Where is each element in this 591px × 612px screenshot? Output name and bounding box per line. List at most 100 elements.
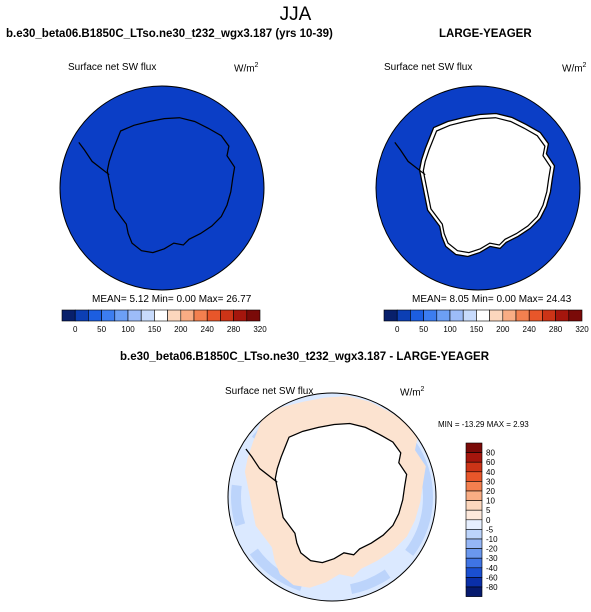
season-title: JJA [279,4,312,25]
diff-colorbar-tick: 5 [486,506,491,515]
ref-colorbar-box [410,309,424,322]
ref-colorbar: 0 50 100 150 200 240 280 320 [383,309,589,334]
ref-colorbar-box [436,309,451,322]
ref-colorbar-box [462,309,477,322]
ref-title: LARGE-YEAGER [439,28,532,40]
ref-colorbar-tick: 200 [496,325,510,334]
diff-colorbar-tick: 30 [486,477,495,486]
diff-colorbar-box [465,509,483,521]
case-colorbar-tick: 240 [201,325,215,334]
diff-colorbar-box [465,567,483,578]
ref-colorbar-tick: 320 [575,325,589,334]
diff-variable-label: Surface net SW flux [225,386,314,397]
ref-colorbar-box [423,309,438,322]
diff-colorbar-box [465,538,483,549]
diff-title: b.e30_beta06.B1850C_LTso.ne30_t232_wgx3.… [120,351,490,363]
ref-colorbar-tick: 150 [470,325,484,334]
case-colorbar-box [140,309,155,322]
case-stats: MEAN= 5.12 Min= 0.00 Max= 26.77 [92,294,252,305]
diff-colorbar-tick: -10 [486,535,498,544]
diff-colorbar-box [465,452,483,463]
case-colorbar-tick: 0 [73,325,78,334]
diff-colorbar-tick: -80 [486,583,498,592]
diff-colorbar-tick: 10 [486,497,495,506]
diff-polar-map [227,392,437,602]
diff-colorbar-box [465,577,483,588]
ref-colorbar-box [555,309,570,322]
case-colorbar-box [220,309,234,322]
ref-colorbar-box [568,309,583,322]
case-colorbar-box [114,309,129,322]
ref-variable-label: Surface net SW flux [384,62,473,73]
case-colorbar-box [233,309,248,322]
ref-colorbar-box [489,309,504,322]
diff-colorbar-box [465,471,483,482]
ref-polar-map [375,85,581,291]
diff-units-label: W/m2 [400,386,425,399]
ref-colorbar-box [515,309,530,322]
ref-colorbar-tick: 240 [523,325,537,334]
diff-colorbar-box [465,442,483,453]
case-colorbar-box [206,309,221,322]
diff-map-border [227,392,437,602]
ref-colorbar-box [449,309,464,322]
case-colorbar-tick: 280 [227,325,241,334]
diff-colorbar-box [465,490,483,501]
diff-negative-band [231,398,433,596]
diff-colorbar-box [465,548,483,559]
case-colorbar-box [246,309,261,322]
case-colorbar-box [180,309,195,322]
case-peninsula [78,142,110,176]
case-colorbar-box [127,309,142,322]
diff-colorbar-tick: 60 [486,458,495,467]
ref-peninsula [394,142,426,176]
case-colorbar-box [193,309,208,322]
diff-colorbar-box [465,529,483,540]
case-colorbar-tick: 100 [121,325,135,334]
diff-colorbar-tick: -40 [486,564,498,573]
case-colorbar-box [101,309,116,322]
diff-peninsula [245,448,278,483]
case-title: b.e30_beta06.B1850C_LTso.ne30_t232_wgx3.… [6,28,333,40]
diff-colorbar-tick: -5 [486,525,494,534]
diff-colorbar-box [465,519,483,530]
case-units-label: W/m2 [234,62,259,75]
case-colorbar-box [167,309,182,322]
case-variable-label: Surface net SW flux [68,62,157,73]
case-colorbar-box [88,309,102,322]
case-colorbar-box [61,309,76,322]
diff-colorbar-box [465,500,483,511]
case-colorbar-box [74,309,89,322]
ref-colorbar-tick: 280 [549,325,563,334]
diff-colorbar-tick: 40 [486,468,495,477]
ref-colorbar-box [383,309,398,322]
case-polar-map [59,85,265,291]
ref-colorbar-tick: 50 [419,325,428,334]
ref-colorbar-box [396,309,411,322]
diff-colorbar-tick: -30 [486,554,498,563]
diff-stats: MIN = -13.29 MAX = 2.93 [438,420,529,429]
diff-colorbar-box [465,481,483,492]
diff-colorbar-tick: 80 [486,449,495,458]
case-colorbar-box [154,309,168,322]
case-colorbar-tick: 150 [148,325,162,334]
case-colorbar-tick: 320 [253,325,267,334]
case-colorbar-tick: 50 [97,325,106,334]
case-colorbar-tick: 200 [174,325,188,334]
case-colorbar: 0 50 100 150 200 240 280 320 [61,309,267,334]
ref-units-label: W/m2 [562,62,587,75]
diff-colorbar-box [465,586,483,597]
ref-colorbar-tick: 0 [395,325,400,334]
ref-colorbar-box [528,309,543,322]
ref-colorbar-box [542,309,556,322]
ref-colorbar-tick: 100 [443,325,457,334]
diff-colorbar-tick: -20 [486,545,498,554]
diff-colorbar-box [465,557,483,569]
diff-colorbar-tick: 20 [486,487,495,496]
ref-colorbar-box [502,309,517,322]
diff-colorbar-tick: 0 [486,516,491,525]
ref-colorbar-box [476,309,490,322]
diff-colorbar-tick: -60 [486,573,498,582]
